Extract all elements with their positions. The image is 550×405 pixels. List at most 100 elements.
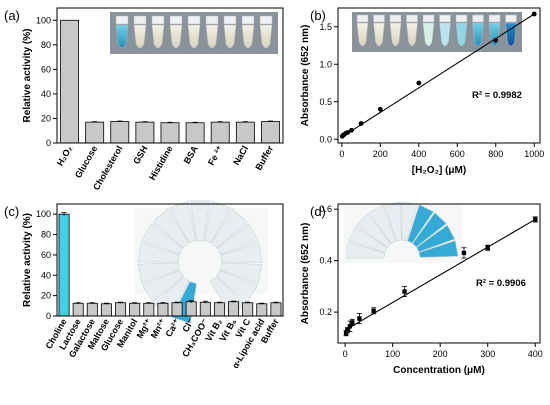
r-squared-annotation: R² = 0.9906 — [476, 278, 526, 289]
photo-inset-b — [352, 12, 522, 52]
tube — [137, 262, 180, 284]
bar — [235, 121, 255, 144]
x-tick-label: 100 — [385, 349, 400, 359]
tube — [422, 22, 435, 47]
x-axis-title: Concentration (μM) — [393, 365, 485, 376]
chart-4-frame — [337, 203, 541, 344]
tube — [142, 269, 184, 303]
tube-cap — [205, 15, 219, 25]
y-axis-title: Relative activity (%) — [22, 29, 33, 123]
tube — [220, 262, 263, 285]
bar — [157, 302, 169, 317]
x-category-label: NaCl — [231, 144, 250, 167]
y-tick-label: 0.2 — [319, 307, 332, 317]
x-category-label: Mn²⁺ — [149, 317, 168, 340]
tube — [416, 224, 456, 253]
tube — [220, 242, 263, 263]
y-tick-label: 1.5 — [319, 22, 332, 32]
tube-cap — [223, 15, 237, 25]
x-tick-label: 800 — [488, 149, 503, 159]
bar — [86, 302, 98, 317]
tube — [418, 240, 459, 258]
tube — [384, 201, 402, 242]
tube-cap — [389, 14, 402, 23]
tube — [115, 24, 129, 49]
y-tick-label: 60 — [41, 250, 51, 260]
data-point — [350, 320, 355, 325]
x-tick-label: 600 — [450, 149, 465, 159]
bar — [213, 302, 225, 317]
data-point — [533, 217, 538, 222]
x-category-label: Ca²⁺ — [164, 317, 182, 339]
data-point — [371, 308, 376, 314]
y-tick-label: 60 — [41, 64, 51, 74]
x-tick-label: 200 — [373, 149, 388, 159]
tube — [345, 241, 386, 259]
tube — [505, 22, 517, 47]
data-point — [357, 316, 362, 321]
tube — [259, 24, 273, 49]
y-tick-label: 0 — [46, 138, 51, 148]
bar — [100, 303, 112, 317]
x-category-label: GSH — [131, 144, 149, 166]
tube — [151, 24, 165, 49]
x-tick-label: 1000 — [524, 149, 544, 159]
fit-line — [341, 13, 535, 138]
tube — [348, 226, 388, 253]
chart-panel-4: (d) 0.2 0.4 0.6 Absorbance (652 nm) 0 100 200 30… — [300, 204, 543, 376]
y-tick-label: 40 — [41, 89, 51, 99]
tube-cap — [356, 14, 369, 23]
bar — [256, 303, 268, 317]
tube — [223, 24, 237, 49]
x-category-label: H₂O₂ — [55, 144, 74, 168]
tube — [137, 242, 180, 263]
tube-cap — [133, 15, 147, 25]
bar — [58, 213, 70, 317]
panel-label: (a) — [4, 8, 20, 23]
bar — [185, 122, 205, 144]
data-point — [345, 130, 351, 135]
tube — [439, 22, 451, 47]
data-point — [377, 106, 383, 112]
bar — [60, 19, 79, 144]
x-tick-label: 300 — [480, 349, 495, 359]
tube-cap — [472, 14, 484, 23]
y-axis-title: Relative activity (%) — [22, 213, 33, 307]
y-tick-label: 100 — [36, 209, 51, 219]
bar — [228, 301, 240, 317]
bar — [171, 302, 183, 317]
tube-cap — [241, 15, 255, 25]
tube-cap — [455, 14, 468, 23]
y-tick-label: 20 — [41, 113, 51, 123]
data-point — [461, 250, 467, 256]
bar — [270, 302, 282, 317]
bar — [160, 122, 180, 144]
tube — [152, 208, 189, 249]
bar — [199, 301, 211, 317]
y-tick-label: 1.0 — [319, 59, 332, 69]
tube — [455, 22, 468, 47]
data-point — [493, 37, 499, 43]
data-point — [402, 289, 407, 294]
tube — [203, 200, 231, 244]
chart-panel-2: (b) 0.0 0.5 1.0 1.5 Absorbance (652 nm) 0 200 40… — [300, 8, 544, 176]
panel-label: (b) — [310, 8, 326, 23]
y-tick-label: 0.6 — [319, 204, 332, 214]
x-category-label: Fe ²⁺ — [206, 144, 225, 167]
photo-inset-d — [344, 201, 462, 263]
data-point — [345, 327, 350, 333]
x-category-label: Glucose — [73, 144, 99, 180]
bar — [242, 302, 254, 317]
x-category-label: Histidine — [147, 144, 175, 182]
data-point — [347, 324, 353, 329]
r-squared-annotation: R² = 0.9982 — [472, 90, 522, 101]
y-axis-title: Absorbance (652 nm) — [300, 25, 311, 127]
y-tick-label: 0.0 — [319, 134, 332, 144]
tube — [368, 204, 397, 244]
y-tick-label: 40 — [41, 270, 51, 280]
tube — [472, 22, 484, 47]
tube — [141, 222, 184, 255]
tube-cap — [505, 14, 517, 23]
bar — [85, 121, 105, 144]
fit-line — [344, 218, 536, 331]
